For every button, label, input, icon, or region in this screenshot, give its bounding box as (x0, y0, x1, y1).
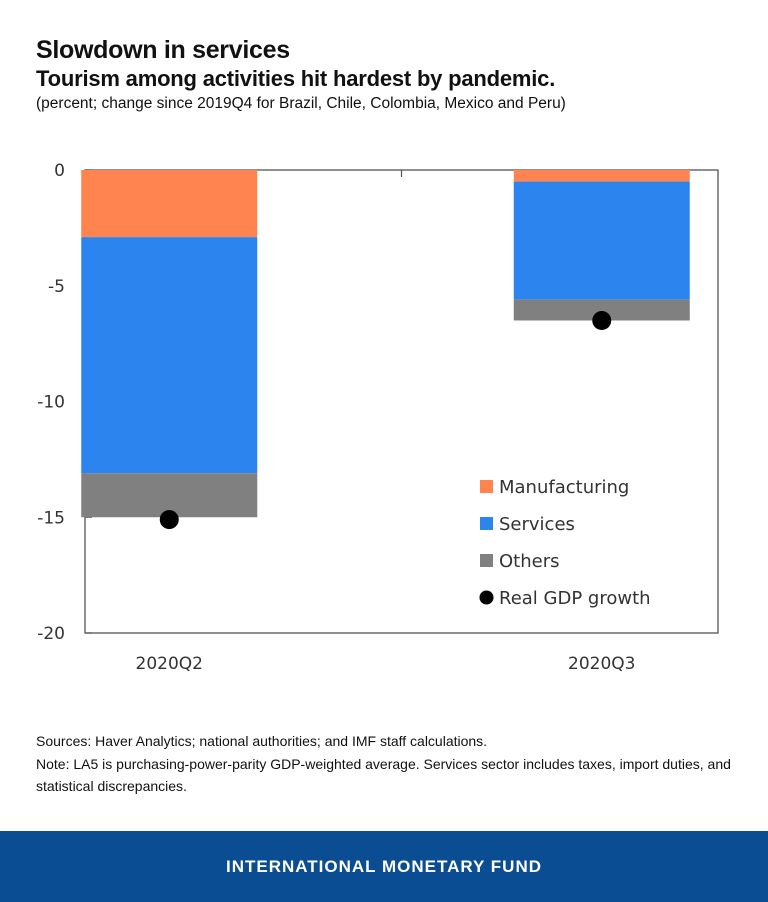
chart-title: Slowdown in services (36, 36, 290, 64)
footer-label: INTERNATIONAL MONETARY FUND (226, 856, 542, 876)
bar-services (81, 237, 258, 474)
marker-real-gdp-growth (159, 510, 179, 530)
y-tick-label: -15 (37, 508, 65, 528)
chart-units: (percent; change since 2019Q4 for Brazil… (36, 95, 566, 112)
y-tick-label: -10 (37, 393, 65, 413)
y-tick-label: 0 (54, 161, 65, 181)
y-tick-label: -5 (48, 277, 65, 297)
bar-manufacturing (513, 170, 690, 182)
chart-subtitle: Tourism among activities hit hardest by … (36, 66, 556, 91)
x-tick-label: 2020Q2 (136, 654, 203, 674)
x-tick-label: 2020Q3 (568, 654, 635, 674)
legend-swatch-manufacturing (480, 480, 493, 493)
legend-swatch-services (480, 517, 493, 530)
legend-label: Manufacturing (499, 477, 629, 498)
stacked-bar-chart: 0 -5 -10 -15 -20 2020Q2 2020Q3 Manufacturing Ser… (37, 161, 719, 674)
bar-manufacturing (81, 170, 258, 238)
legend-label: Services (499, 514, 575, 535)
footer-banner: INTERNATIONAL MONETARY FUND (0, 831, 768, 902)
bar-services (513, 181, 690, 300)
legend-swatch-real-gdp-growth (479, 590, 494, 605)
chart-notes: Sources: Haver Analytics; national autho… (36, 730, 736, 798)
methodology-note: Note: LA5 is purchasing-power-parity GDP… (36, 755, 731, 795)
legend-label: Others (499, 551, 560, 572)
legend-swatch-others (480, 554, 493, 567)
bar-others (81, 473, 258, 518)
marker-real-gdp-growth (592, 310, 612, 330)
y-tick-label: -20 (37, 624, 65, 644)
bar-others (513, 299, 690, 321)
legend-label: Real GDP growth (499, 588, 651, 609)
sources-note: Sources: Haver Analytics; national autho… (36, 733, 488, 749)
